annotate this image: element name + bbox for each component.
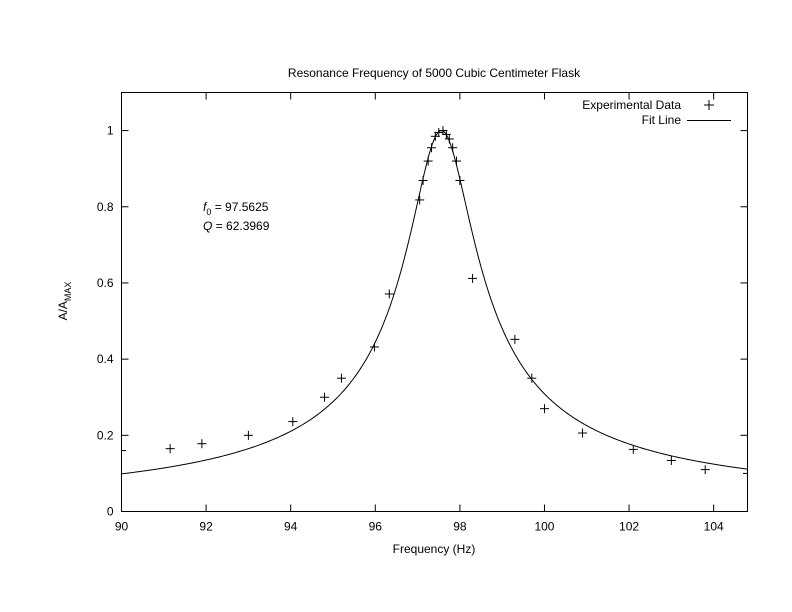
x-tick-label: 100 <box>534 520 554 534</box>
y-tick-label: 0 <box>107 505 114 519</box>
legend-label-experimental: Experimental Data <box>582 98 681 112</box>
y-axis-label-sub: MAX <box>63 282 73 302</box>
y-tick-label: 0.6 <box>97 276 114 290</box>
x-tick-label: 94 <box>284 520 298 534</box>
data-point <box>468 273 478 283</box>
x-tick-label: 98 <box>453 520 467 534</box>
data-point <box>320 392 330 402</box>
data-point <box>243 430 253 440</box>
x-tick-label: 90 <box>115 520 129 534</box>
chart-title: Resonance Frequency of 5000 Cubic Centim… <box>288 66 581 80</box>
data-point <box>427 143 437 153</box>
data-point <box>448 143 458 153</box>
data-point <box>527 373 537 383</box>
data-point <box>578 428 588 438</box>
data-point <box>336 373 346 383</box>
data-point <box>121 446 126 456</box>
plot-frame <box>121 92 748 512</box>
annotation-f0-symbol: f <box>203 200 208 214</box>
x-tick-label: 92 <box>199 520 213 534</box>
x-axis-ticks: 90 92 94 96 98 100 102 104 <box>115 92 724 534</box>
data-point <box>451 156 461 166</box>
data-point <box>539 404 549 414</box>
data-point <box>510 334 520 344</box>
data-point <box>384 289 394 299</box>
y-tick-label: 0.2 <box>97 428 114 442</box>
y-tick-label: 1 <box>107 124 114 138</box>
legend: Experimental Data Fit Line <box>582 98 731 127</box>
annotation-q-value: = 62.3969 <box>212 219 269 233</box>
y-axis-ticks: 0 0.2 0.4 0.6 0.8 1 <box>97 124 748 519</box>
data-point <box>700 465 710 475</box>
experimental-data-points <box>121 126 748 478</box>
data-point <box>423 156 433 166</box>
data-point <box>666 455 676 465</box>
fit-line <box>121 130 748 475</box>
data-point <box>444 134 454 144</box>
data-point <box>165 444 175 454</box>
y-tick-label: 0.8 <box>97 200 114 214</box>
annotation-f0: f0 = 97.5625 <box>203 200 269 217</box>
data-point <box>628 444 638 454</box>
data-point <box>441 129 451 139</box>
legend-marker-plus <box>704 100 714 110</box>
data-point <box>743 468 748 478</box>
data-point <box>415 195 425 205</box>
y-axis-label-main: A/A <box>56 301 70 320</box>
x-axis-label: Frequency (Hz) <box>393 542 476 556</box>
legend-label-fit: Fit Line <box>642 113 682 127</box>
data-point <box>434 127 444 137</box>
x-tick-label: 102 <box>619 520 639 534</box>
annotation-q-symbol: Q <box>203 219 212 233</box>
x-tick-label: 104 <box>704 520 724 534</box>
x-tick-label: 96 <box>369 520 383 534</box>
y-tick-label: 0.4 <box>97 352 114 366</box>
y-axis-label: A/AMAX <box>56 282 73 321</box>
annotation-f0-sub: 0 <box>206 207 211 217</box>
annotation-q: Q = 62.3969 <box>203 219 270 233</box>
annotation-f0-value: = 97.5625 <box>211 200 268 214</box>
data-point <box>418 175 428 185</box>
data-point <box>197 439 207 449</box>
data-point <box>369 342 379 352</box>
data-point <box>288 417 298 427</box>
data-point <box>455 175 465 185</box>
